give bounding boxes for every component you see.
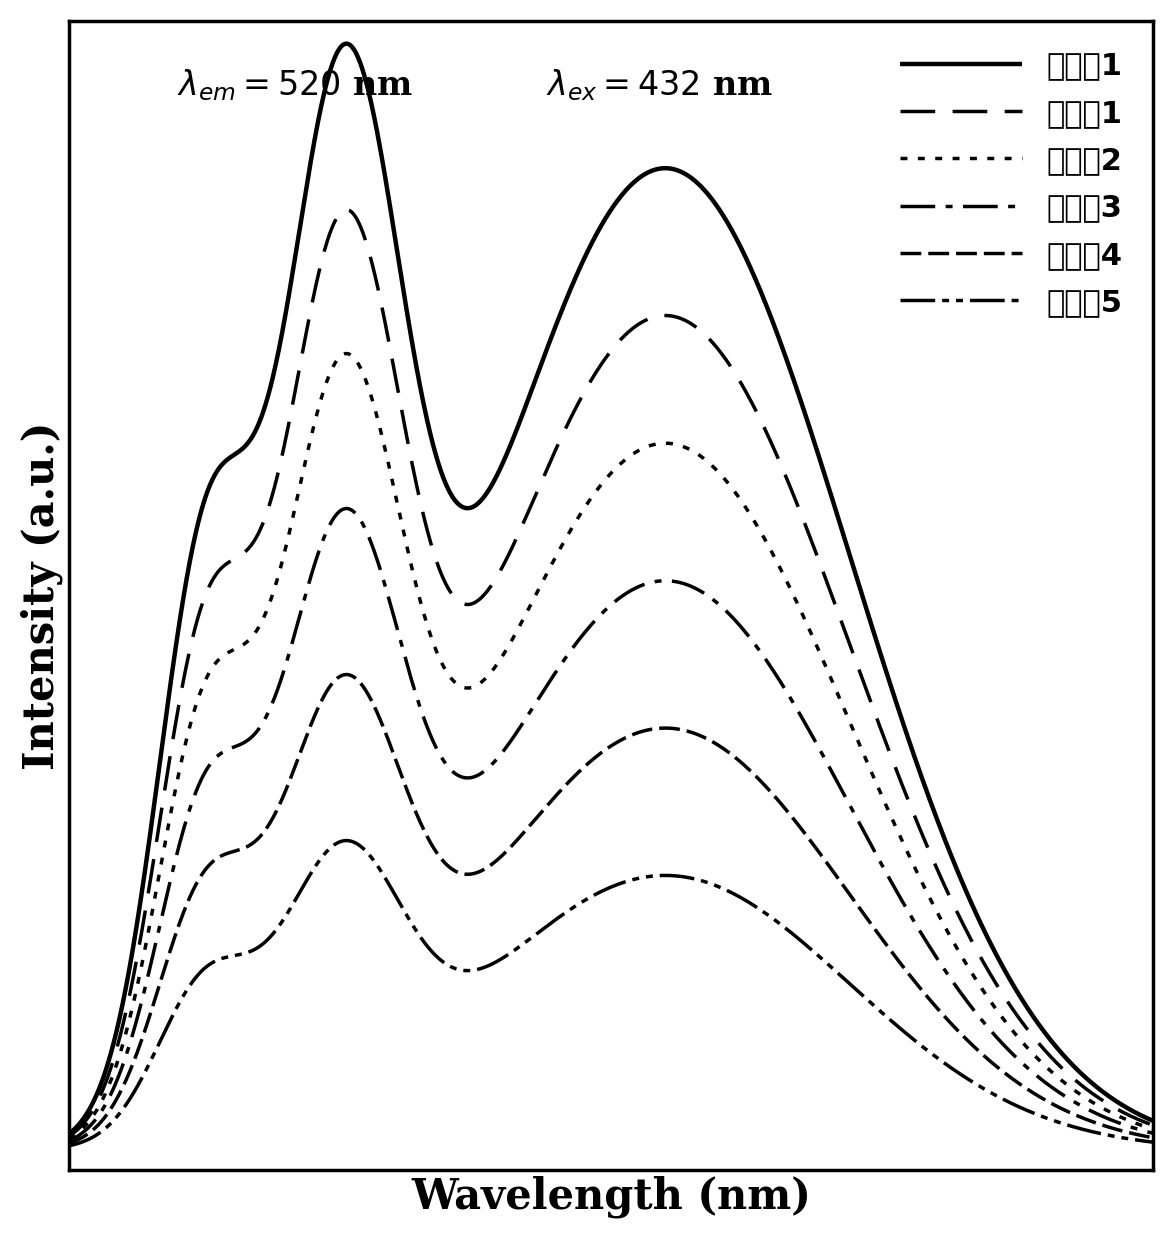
实施例5	[1125, 1132, 1139, 1147]
实施例4	[1125, 1126, 1139, 1141]
实施例4	[478, 861, 492, 876]
实施例1	[1146, 1118, 1160, 1132]
Line: 实施例1: 实施例1	[69, 209, 1153, 1136]
实施例5	[250, 940, 264, 955]
实施例4	[1146, 1130, 1160, 1145]
实施例2	[1125, 1114, 1139, 1129]
实施例2	[185, 709, 200, 724]
实施例1	[1008, 1006, 1023, 1021]
实施例5	[525, 929, 539, 944]
实施例5	[185, 974, 200, 989]
实施例4	[339, 667, 353, 681]
实施例3	[478, 763, 492, 778]
Line: 比较例1: 比较例1	[69, 43, 1153, 1134]
比较例1	[478, 488, 492, 503]
实施例4	[525, 815, 539, 830]
实施例4	[185, 883, 200, 898]
实施例2	[339, 346, 353, 361]
实施例2	[525, 595, 539, 610]
实施例5	[478, 960, 492, 975]
Text: $\lambda_{ex}=432$ nm: $\lambda_{ex}=432$ nm	[546, 67, 774, 103]
比较例1	[1125, 1104, 1139, 1119]
比较例1	[525, 382, 539, 396]
比较例1	[250, 420, 264, 435]
实施例3	[1125, 1120, 1139, 1135]
Line: 实施例5: 实施例5	[69, 840, 1153, 1146]
Legend: 比较例1, 实施例1, 实施例2, 实施例3, 实施例4, 实施例5: 比较例1, 实施例1, 实施例2, 实施例3, 实施例4, 实施例5	[885, 36, 1138, 332]
实施例2	[250, 623, 264, 638]
实施例1	[62, 1129, 76, 1144]
比较例1	[1008, 981, 1023, 996]
实施例3	[62, 1134, 76, 1149]
实施例2	[478, 672, 492, 686]
Line: 实施例2: 实施例2	[69, 353, 1153, 1139]
实施例1	[185, 631, 200, 646]
实施例1	[339, 202, 353, 217]
实施例4	[250, 833, 264, 847]
实施例4	[62, 1136, 76, 1151]
实施例2	[62, 1131, 76, 1146]
实施例3	[339, 501, 353, 515]
实施例3	[525, 701, 539, 716]
比较例1	[62, 1126, 76, 1141]
比较例1	[339, 36, 353, 51]
Y-axis label: Intensity (a.u.): Intensity (a.u.)	[21, 421, 63, 769]
Line: 实施例4: 实施例4	[69, 674, 1153, 1144]
实施例5	[339, 833, 353, 847]
实施例1	[478, 586, 492, 601]
实施例3	[250, 724, 264, 738]
比较例1	[185, 540, 200, 555]
Line: 实施例3: 实施例3	[69, 508, 1153, 1141]
实施例5	[1008, 1098, 1023, 1113]
实施例3	[1146, 1126, 1160, 1141]
实施例2	[1146, 1121, 1160, 1136]
X-axis label: Wavelength (nm): Wavelength (nm)	[411, 1176, 811, 1218]
比较例1	[1146, 1114, 1160, 1129]
实施例3	[185, 793, 200, 808]
实施例3	[1008, 1049, 1023, 1064]
Text: $\lambda_{em}=520$ nm: $\lambda_{em}=520$ nm	[177, 67, 413, 103]
实施例5	[62, 1139, 76, 1154]
实施例4	[1008, 1073, 1023, 1088]
实施例5	[1146, 1135, 1160, 1150]
实施例1	[250, 529, 264, 544]
实施例1	[525, 496, 539, 510]
实施例1	[1125, 1109, 1139, 1124]
实施例2	[1008, 1027, 1023, 1042]
